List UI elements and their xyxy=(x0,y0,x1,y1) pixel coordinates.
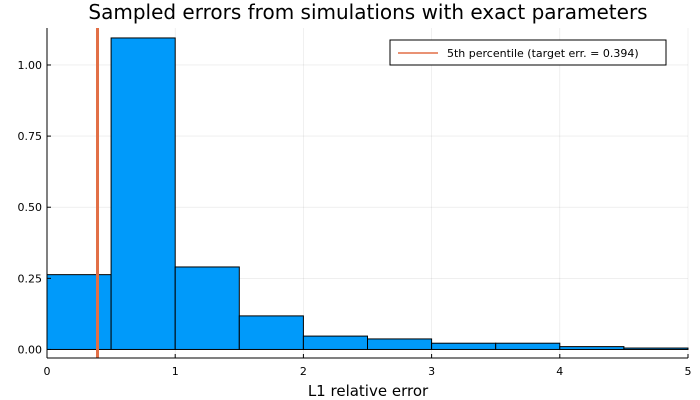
y-tick-label: 0.50 xyxy=(18,201,43,214)
x-tick-label: 1 xyxy=(172,365,179,378)
histogram-bar xyxy=(302,335,368,350)
histogram-bar xyxy=(623,347,689,350)
histogram-bar xyxy=(367,338,433,350)
y-tick-label: 0.75 xyxy=(18,130,43,143)
chart-title: Sampled errors from simulations with exa… xyxy=(88,0,647,24)
histogram-bar xyxy=(174,266,240,350)
x-tick-label: 3 xyxy=(428,365,435,378)
y-tick-label: 0.00 xyxy=(18,343,43,356)
histogram-bar xyxy=(110,37,176,350)
x-tick-label: 0 xyxy=(44,365,51,378)
x-tick-label: 2 xyxy=(300,365,307,378)
x-axis-label: L1 relative error xyxy=(308,382,429,400)
legend: 5th percentile (target err. = 0.394) xyxy=(389,39,667,66)
x-tick-label: 5 xyxy=(685,365,692,378)
y-tick-labels: 0.00 0.25 0.50 0.75 1.00 xyxy=(18,59,43,356)
histogram-bars xyxy=(46,37,689,350)
histogram-bar xyxy=(495,342,561,350)
histogram-bar xyxy=(559,346,625,350)
x-tick-label: 4 xyxy=(556,365,563,378)
y-tick-label: 0.25 xyxy=(18,272,43,285)
histogram-bar xyxy=(238,315,304,350)
histogram-bar xyxy=(46,274,112,350)
legend-entry-label: 5th percentile (target err. = 0.394) xyxy=(447,47,639,60)
x-tick-labels: 0 1 2 3 4 5 xyxy=(44,365,692,378)
y-tick-label: 1.00 xyxy=(18,59,43,72)
axes xyxy=(46,28,689,359)
histogram-bar xyxy=(431,342,497,350)
